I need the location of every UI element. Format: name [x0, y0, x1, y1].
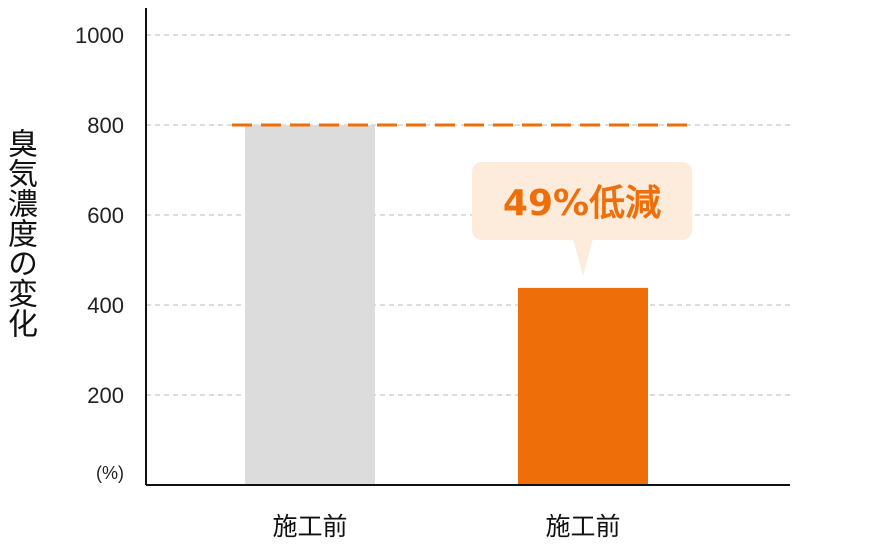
y-tick-label: 200 [87, 383, 124, 408]
bar [518, 287, 648, 485]
y-tick-label: 1000 [75, 23, 124, 48]
y-tick-label: 800 [87, 113, 124, 138]
bar [245, 125, 375, 485]
y-tick-label: 400 [87, 293, 124, 318]
annotation-bubble [472, 162, 692, 240]
y-unit-label: (%) [96, 463, 124, 483]
annotation-text: 49%低減 [503, 183, 661, 224]
y-axis-label: 臭気濃度の変化 [2, 128, 37, 338]
x-tick-label: 施工前 [545, 512, 620, 541]
annotation-pointer [573, 239, 593, 276]
x-tick-label: 施工前 [272, 512, 347, 541]
y-tick-label: 600 [87, 203, 124, 228]
